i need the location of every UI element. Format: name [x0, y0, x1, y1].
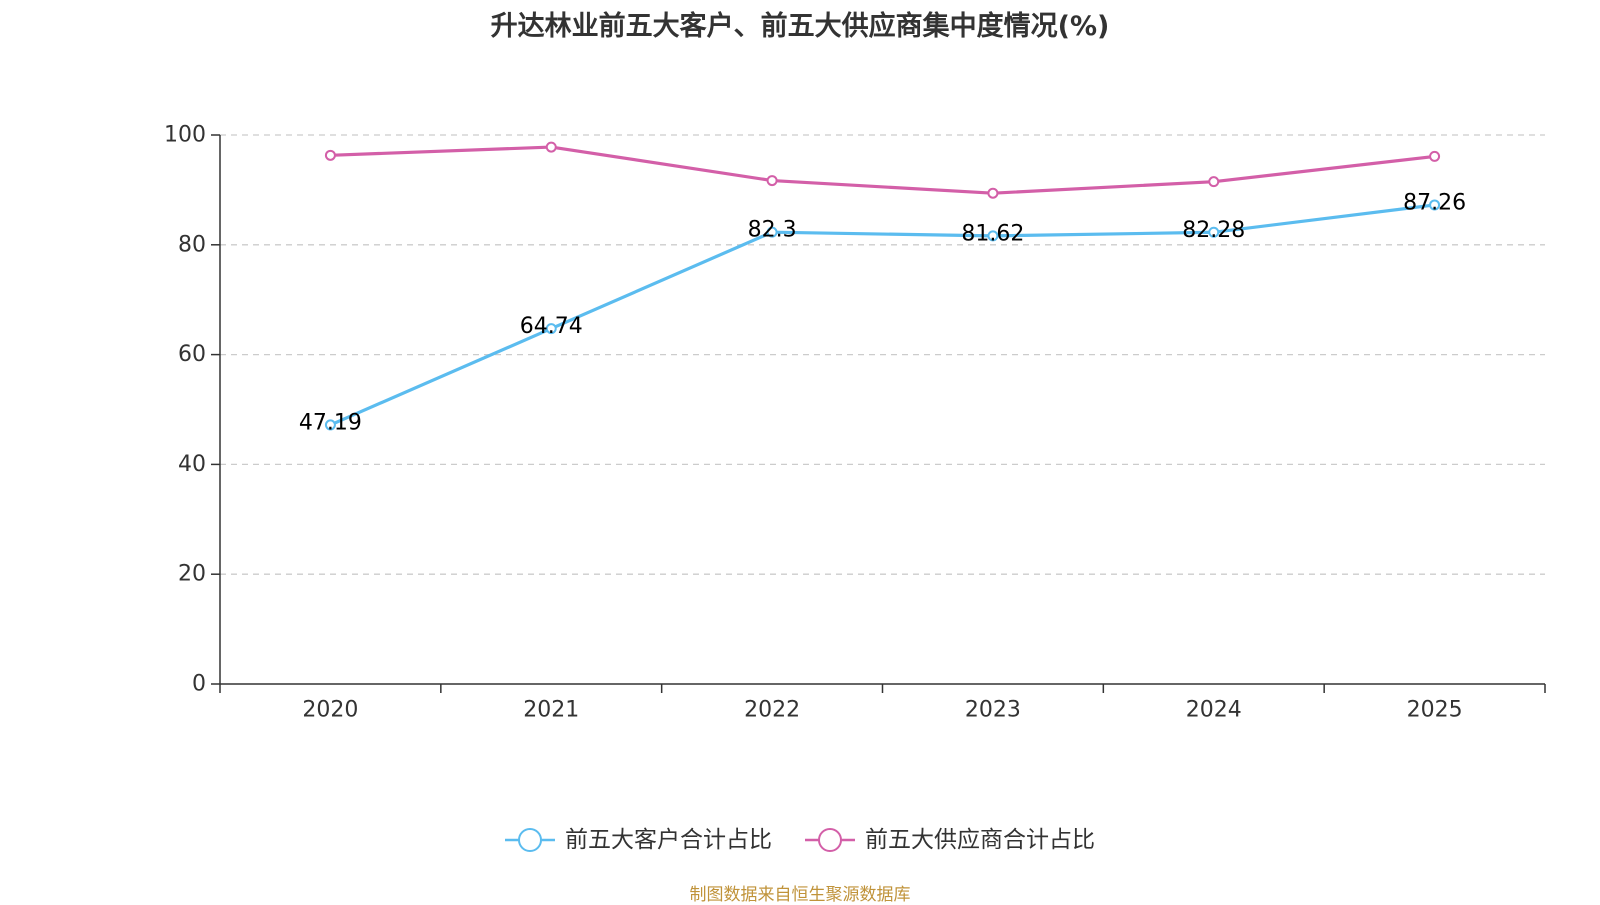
x-tick-label-2022: 2022: [744, 698, 800, 723]
y-tick-label-60: 60: [178, 342, 206, 367]
y-tick-label-40: 40: [178, 452, 206, 477]
legend: 前五大客户合计占比 前五大供应商合计占比: [505, 827, 1095, 853]
data-point-s1-2023: [987, 230, 999, 242]
legend-marker-2: [818, 828, 842, 852]
data-label-2021: 64.74: [520, 314, 583, 339]
data-point-s1-2022: [766, 226, 778, 238]
y-tick-label-20: 20: [178, 562, 206, 587]
y-tick-label-80: 80: [178, 232, 206, 257]
data-point-s2-2023: [987, 187, 999, 199]
y-tick-label-100: 100: [164, 123, 206, 148]
series-line-2: [330, 145, 1435, 195]
y-tick-label-0: 0: [192, 672, 206, 697]
data-point-s2-2020: [324, 149, 336, 161]
x-tick-label-2020: 2020: [302, 698, 358, 723]
data-label-2023: 81.62: [961, 221, 1024, 246]
data-point-s1-2024: [1208, 226, 1220, 238]
legend-label-1: 前五大客户合计占比: [565, 827, 772, 853]
legend-label-2: 前五大供应商合计占比: [865, 827, 1095, 853]
data-point-s2-2024: [1208, 176, 1220, 188]
data-label-2024: 82.28: [1182, 218, 1245, 243]
grid-layer: [220, 134, 1545, 575]
label-layer: 47.19 64.74 82.3 81.62 82.28 87.26: [299, 190, 1466, 435]
x-tick-label-2025: 2025: [1407, 698, 1463, 723]
axis-layer: 0 20 40 60 80 100 2020 2021 2022 2023 2024 2025: [164, 123, 1546, 723]
data-point-s1-2020: [324, 419, 336, 431]
data-label-2020: 47.19: [299, 410, 362, 435]
x-tick-label-2021: 2021: [523, 698, 579, 723]
data-point-s2-2025: [1429, 150, 1441, 162]
x-tick-label-2024: 2024: [1186, 698, 1242, 723]
data-label-2022: 82.3: [748, 218, 797, 243]
data-point-s1-2025: [1429, 199, 1441, 211]
data-label-2025: 87.26: [1403, 190, 1466, 215]
source-note: 制图数据来自恒生聚源数据库: [689, 885, 911, 905]
legend-marker-1: [518, 828, 542, 852]
x-tick-label-2023: 2023: [965, 698, 1021, 723]
data-point-s2-2021: [545, 141, 557, 153]
series-layer: [324, 141, 1441, 431]
data-point-s1-2021: [545, 323, 557, 335]
chart-title: 升达林业前五大客户、前五大供应商集中度情况(%): [490, 11, 1110, 42]
series-line-1: [329, 203, 1435, 427]
data-point-s2-2022: [766, 175, 778, 187]
